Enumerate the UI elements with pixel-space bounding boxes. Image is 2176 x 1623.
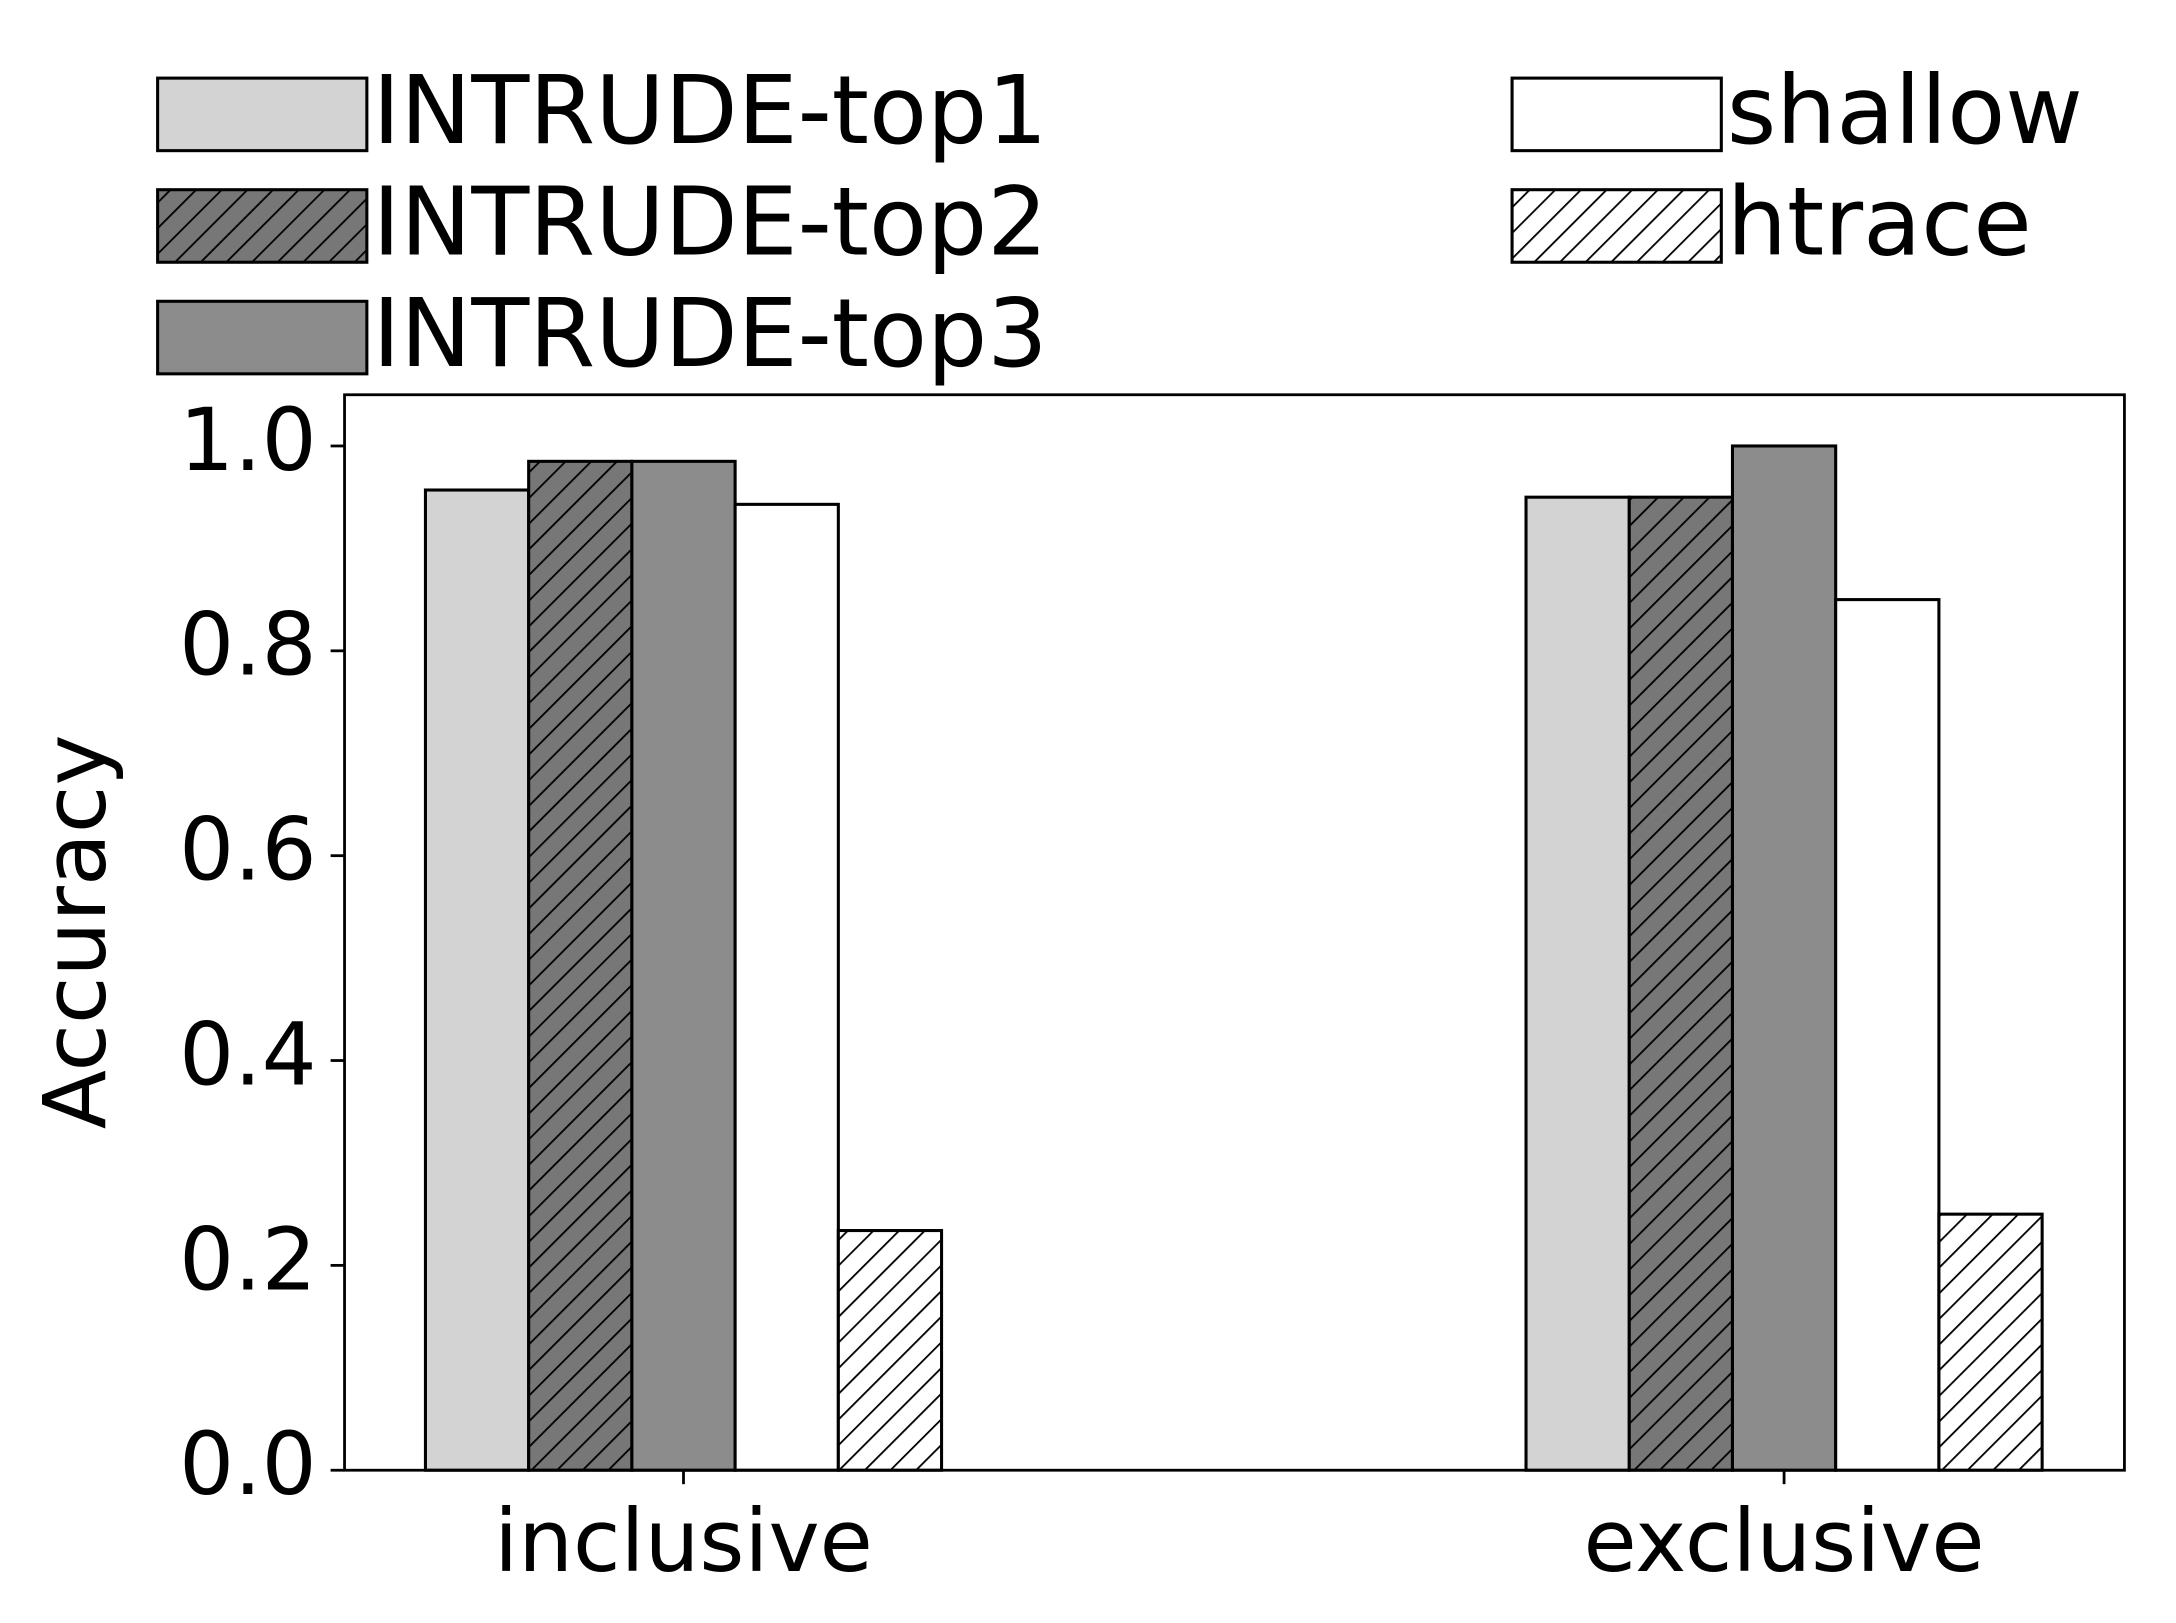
legend-swatch [1510,188,1723,264]
plot-root: Accuracy 0.0 0.2 0.4 0.6 0.8 1.0 inclusive excl… [26,56,2126,1592]
legend-label: INTRUDE-top1 [372,56,1047,166]
bar [630,459,737,1472]
bar [1524,495,1631,1472]
legend-swatch [156,299,369,376]
legend-swatch [1510,76,1723,153]
bar [1627,495,1735,1472]
bar [527,459,634,1472]
bar [1834,598,1941,1472]
y-tick-label: 0.8 [179,596,317,696]
legend-label: INTRUDE-top2 [372,168,1047,278]
legend-label: shallow [1727,56,2083,166]
legend-swatch [156,188,369,264]
y-tick-label: 0.6 [179,801,317,901]
axes-frame [343,393,2126,1472]
bar [836,1229,944,1472]
x-tick-label: inclusive [494,1492,873,1592]
y-axis-label: Accuracy [26,734,126,1129]
legend-label: INTRUDE-top3 [372,279,1047,389]
y-tick-label: 1.0 [179,391,317,491]
y-tick-label: 0.4 [179,1005,317,1105]
bar [1730,444,1838,1472]
bar [1937,1212,2044,1472]
legend-label: htrace [1727,168,2032,278]
legend-swatch [156,76,369,153]
y-tick-label: 0.2 [179,1210,317,1310]
y-tick-label: 0.0 [179,1415,317,1515]
x-tick-label: exclusive [1583,1492,1984,1592]
bar [733,502,840,1472]
bar [423,488,531,1472]
